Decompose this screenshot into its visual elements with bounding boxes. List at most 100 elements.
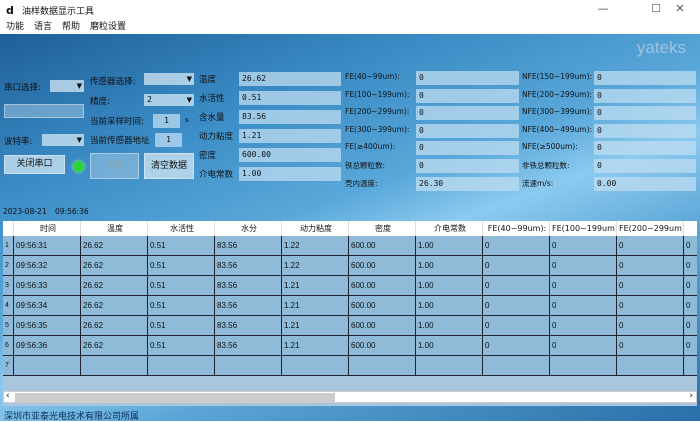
table-cell[interactable]	[550, 356, 617, 376]
close-button[interactable]: ✕	[675, 2, 685, 15]
table-cell[interactable]: 600.00	[349, 336, 416, 356]
menu-item[interactable]: 功能	[6, 22, 25, 32]
table-cell[interactable]: 83.56	[215, 296, 282, 316]
table-cell[interactable]: 0.51	[148, 336, 215, 356]
column-header[interactable]: FE(100~199um)	[550, 221, 617, 236]
column-header[interactable]: 时间	[14, 221, 81, 236]
table-cell[interactable]	[81, 356, 148, 376]
scroll-thumb[interactable]	[15, 393, 335, 402]
table-cell[interactable]: 0	[550, 236, 617, 256]
table-cell[interactable]: 0.51	[148, 236, 215, 256]
column-header[interactable]: 介电常数	[416, 221, 483, 236]
table-cell[interactable]: 83.56	[215, 256, 282, 276]
open-port-button[interactable]	[4, 104, 84, 118]
menu-item[interactable]: 磨粒设置	[90, 22, 127, 32]
table-cell[interactable]: 1.00	[416, 256, 483, 276]
table-cell[interactable]: 0	[483, 316, 550, 336]
table-cell[interactable]: 0	[550, 316, 617, 336]
table-cell[interactable]: 0	[550, 256, 617, 276]
table-cell[interactable]: 83.56	[215, 336, 282, 356]
close-port-button[interactable]: 关闭串口	[4, 155, 65, 174]
table-cell[interactable]	[215, 356, 282, 376]
port-select[interactable]: ▼	[50, 80, 84, 92]
horizontal-scrollbar[interactable]: ‹ ›	[3, 391, 697, 403]
scroll-left-arrow[interactable]: ‹	[6, 391, 10, 401]
table-cell[interactable]	[349, 356, 416, 376]
column-header[interactable]: F	[684, 221, 697, 236]
table-cell[interactable]: 0	[617, 256, 684, 276]
menu-item[interactable]: 帮助	[62, 22, 81, 32]
table-cell[interactable]: 0	[617, 336, 684, 356]
table-cell[interactable]: 0.51	[148, 296, 215, 316]
column-header[interactable]: 温度	[81, 221, 148, 236]
table-cell[interactable]: 0.51	[148, 256, 215, 276]
table-cell[interactable]: 1.21	[282, 296, 349, 316]
table-cell[interactable]: 0	[550, 296, 617, 316]
table-cell[interactable]: 0	[684, 296, 697, 316]
table-cell[interactable]: 1.00	[416, 296, 483, 316]
table-cell[interactable]: 1.00	[416, 336, 483, 356]
table-cell[interactable]: 0	[617, 316, 684, 336]
column-header[interactable]: 动力粘度	[282, 221, 349, 236]
table-cell[interactable]: 26.62	[81, 256, 148, 276]
table-cell[interactable]	[617, 356, 684, 376]
table-row[interactable]: 7	[3, 356, 697, 376]
table-cell[interactable]: 0	[617, 276, 684, 296]
table-row[interactable]: 1 09:56:31 26.62 0.51 83.56 1.22 600.00 1.00 0 0 0…	[3, 236, 697, 256]
table-cell[interactable]: 0	[684, 316, 697, 336]
menu-item[interactable]: 语言	[34, 22, 53, 32]
table-cell[interactable]: 0	[684, 236, 697, 256]
sample-time-input[interactable]: 1	[153, 114, 180, 128]
table-cell[interactable]: 09:56:36	[14, 336, 81, 356]
table-cell[interactable]: 83.56	[215, 276, 282, 296]
table-cell[interactable]: 26.62	[81, 316, 148, 336]
table-cell[interactable]: 1.22	[282, 256, 349, 276]
table-cell[interactable]: 26.62	[81, 296, 148, 316]
table-cell[interactable]: 1.21	[282, 276, 349, 296]
table-cell[interactable]: 09:56:35	[14, 316, 81, 336]
table-cell[interactable]: 1.00	[416, 276, 483, 296]
table-cell[interactable]: 1.21	[282, 316, 349, 336]
table-cell[interactable]: 600.00	[349, 276, 416, 296]
column-header[interactable]: 水活性	[148, 221, 215, 236]
table-cell[interactable]: 600.00	[349, 316, 416, 336]
table-cell[interactable]	[282, 356, 349, 376]
clear-data-button[interactable]: 清空数据	[144, 153, 194, 179]
table-cell[interactable]	[684, 356, 697, 376]
sensor-select[interactable]: ▼	[144, 73, 194, 85]
baud-select[interactable]: ▼	[42, 134, 84, 146]
save-button[interactable]: 保存	[90, 153, 139, 179]
table-cell[interactable]	[416, 356, 483, 376]
table-cell[interactable]: 09:56:31	[14, 236, 81, 256]
maximize-button[interactable]: ☐	[651, 2, 661, 15]
table-cell[interactable]: 0	[550, 336, 617, 356]
table-cell[interactable]: 1.00	[416, 236, 483, 256]
table-cell[interactable]	[483, 356, 550, 376]
table-cell[interactable]: 0	[483, 236, 550, 256]
table-cell[interactable]: 600.00	[349, 256, 416, 276]
data-table[interactable]: 时间 温度 水活性 水分 动力粘度 密度 介电常数 FE(40~99um): FE(100~19…	[3, 221, 697, 406]
table-cell[interactable]: 26.62	[81, 276, 148, 296]
table-cell[interactable]: 0	[617, 296, 684, 316]
table-cell[interactable]: 0	[684, 336, 697, 356]
table-cell[interactable]: 0	[483, 336, 550, 356]
column-header[interactable]: FE(40~99um):	[483, 221, 550, 236]
table-cell[interactable]: 0	[483, 256, 550, 276]
minimize-button[interactable]: —	[597, 2, 609, 15]
column-header[interactable]: FE(200~299um)	[617, 221, 684, 236]
table-cell[interactable]: 0	[550, 276, 617, 296]
table-cell[interactable]: 09:56:32	[14, 256, 81, 276]
table-row[interactable]: 2 09:56:32 26.62 0.51 83.56 1.22 600.00 1.00 0 0 0…	[3, 256, 697, 276]
table-row[interactable]: 4 09:56:34 26.62 0.51 83.56 1.21 600.00 1.00 0 0 0…	[3, 296, 697, 316]
table-cell[interactable]: 0	[617, 236, 684, 256]
table-cell[interactable]: 09:56:34	[14, 296, 81, 316]
sensor-address-input[interactable]: 1	[155, 133, 182, 147]
table-cell[interactable]: 0	[483, 276, 550, 296]
table-cell[interactable]: 0	[684, 276, 697, 296]
column-header[interactable]: 水分	[215, 221, 282, 236]
table-cell[interactable]	[148, 356, 215, 376]
table-cell[interactable]: 600.00	[349, 236, 416, 256]
table-cell[interactable]: 0.51	[148, 316, 215, 336]
table-cell[interactable]: 09:56:33	[14, 276, 81, 296]
table-cell[interactable]: 83.56	[215, 316, 282, 336]
